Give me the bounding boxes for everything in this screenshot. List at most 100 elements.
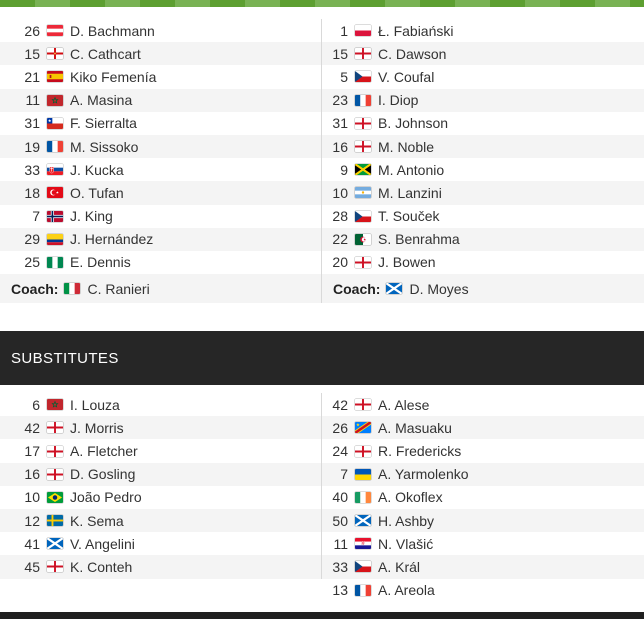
player-row[interactable]: 23 I. Diop bbox=[322, 88, 644, 112]
player-row[interactable]: 42 A. Alese bbox=[322, 393, 644, 416]
player-row[interactable]: 10 M. Lanzini bbox=[322, 181, 644, 205]
player-number: 11 bbox=[333, 535, 348, 552]
player-name: F. Sierralta bbox=[70, 115, 137, 132]
player-name: R. Fredericks bbox=[378, 443, 462, 460]
player-row[interactable]: 40 A. Okoflex bbox=[322, 486, 644, 509]
player-row[interactable]: 19 M. Sissoko bbox=[0, 134, 321, 159]
player-name: J. Bowen bbox=[378, 254, 436, 271]
substitutes-header: SUBSTITUTES bbox=[0, 331, 644, 386]
player-name: A. Okoflex bbox=[378, 489, 443, 506]
morocco-flag-icon bbox=[47, 94, 63, 106]
player-row[interactable]: 5 V. Coufal bbox=[322, 65, 644, 88]
player-row[interactable]: 26 A. Masuaku bbox=[322, 416, 644, 440]
player-row[interactable]: 33 J. Kucka bbox=[0, 158, 321, 181]
player-row[interactable]: 6 I. Louza bbox=[0, 393, 321, 416]
argentina-flag-icon bbox=[355, 187, 371, 199]
player-row[interactable]: 17 A. Fletcher bbox=[0, 439, 321, 462]
colombia-flag-icon bbox=[47, 233, 63, 245]
player-number: 16 bbox=[24, 466, 40, 483]
player-name: A. Král bbox=[378, 558, 421, 575]
substitutes-title: SUBSTITUTES bbox=[11, 349, 119, 367]
player-row[interactable]: 11 N. Vlašić bbox=[322, 532, 644, 555]
player-name: C. Dawson bbox=[378, 45, 447, 62]
player-name: T. Souček bbox=[378, 208, 440, 225]
player-name: A. Fletcher bbox=[70, 443, 138, 460]
player-number: 21 bbox=[24, 68, 40, 85]
player-row[interactable]: 12 K. Sema bbox=[0, 509, 321, 533]
player-number: 31 bbox=[332, 115, 348, 132]
player-number: 20 bbox=[332, 254, 348, 271]
player-name: C. Cathcart bbox=[70, 45, 141, 62]
player-number: 42 bbox=[332, 396, 348, 413]
dr-congo-flag-icon bbox=[355, 422, 371, 434]
player-row[interactable]: 9 M. Antonio bbox=[322, 158, 644, 181]
player-number: 9 bbox=[340, 161, 348, 178]
player-row[interactable]: 16 D. Gosling bbox=[0, 462, 321, 486]
player-number: 6 bbox=[32, 396, 40, 413]
player-row[interactable]: 10 João Pedro bbox=[0, 486, 321, 509]
player-row[interactable]: 15 C. Cathcart bbox=[0, 42, 321, 66]
player-row[interactable]: 31 F. Sierralta bbox=[0, 112, 321, 135]
home-coach-row[interactable]: Coach: C. Ranieri bbox=[0, 274, 321, 304]
player-row[interactable]: 18 O. Tufan bbox=[0, 181, 321, 205]
france-flag-icon bbox=[355, 94, 371, 106]
player-row[interactable]: 50 H. Ashby bbox=[322, 509, 644, 533]
coach-name: D. Moyes bbox=[409, 280, 469, 297]
player-name: S. Benrahma bbox=[378, 231, 460, 248]
away-lineup-column: 1 Ł. Fabiański 15 C. Dawson 5 V. Coufal 23 I. D… bbox=[322, 19, 644, 304]
player-row[interactable]: 16 M. Noble bbox=[322, 134, 644, 159]
player-row[interactable]: 7 A. Yarmolenko bbox=[322, 462, 644, 486]
player-name: J. Morris bbox=[70, 419, 124, 436]
player-row[interactable]: 45 K. Conteh bbox=[0, 555, 321, 579]
player-number: 33 bbox=[24, 161, 40, 178]
brazil-flag-icon bbox=[47, 491, 63, 503]
player-name: V. Angelini bbox=[70, 535, 135, 552]
player-row[interactable]: 28 T. Souček bbox=[322, 205, 644, 228]
france-flag-icon bbox=[355, 584, 371, 596]
player-name: A. Masuaku bbox=[378, 419, 452, 436]
home-players-list: 26 D. Bachmann 15 C. Cathcart 21 Kiko Femenía… bbox=[0, 19, 321, 274]
player-row[interactable]: 11 A. Masina bbox=[0, 88, 321, 112]
player-row[interactable]: 21 Kiko Femenía bbox=[0, 65, 321, 88]
player-number: 23 bbox=[332, 92, 348, 109]
player-row[interactable]: 24 R. Fredericks bbox=[322, 439, 644, 462]
player-row[interactable]: 42 J. Morris bbox=[0, 416, 321, 440]
slovakia-flag-icon bbox=[47, 164, 63, 176]
morocco-flag-icon bbox=[47, 399, 63, 411]
player-row[interactable]: 41 V. Angelini bbox=[0, 532, 321, 555]
player-name: A. Masina bbox=[70, 92, 133, 109]
player-row[interactable]: 22 S. Benrahma bbox=[322, 227, 644, 251]
player-number: 5 bbox=[340, 68, 348, 85]
player-row[interactable]: 7 J. King bbox=[0, 205, 321, 228]
player-row[interactable]: 25 E. Dennis bbox=[0, 251, 321, 274]
player-number: 42 bbox=[24, 419, 40, 436]
player-name: I. Diop bbox=[378, 92, 419, 109]
player-row[interactable]: 15 C. Dawson bbox=[322, 42, 644, 66]
czechia-flag-icon bbox=[355, 71, 371, 83]
player-name: João Pedro bbox=[70, 489, 142, 506]
turkey-flag-icon bbox=[47, 187, 63, 199]
player-row[interactable]: 33 A. Král bbox=[322, 555, 644, 579]
player-number: 7 bbox=[340, 466, 348, 483]
northern-ireland-flag-icon bbox=[47, 48, 63, 60]
player-row[interactable]: 26 D. Bachmann bbox=[0, 19, 321, 42]
home-substitutes-column: 6 I. Louza 42 J. Morris 17 A. Fletcher 16 D. Go… bbox=[0, 393, 322, 579]
away-substitutes-column: 42 A. Alese 26 A. Masuaku 24 R. Fredericks 7 A.… bbox=[322, 393, 644, 602]
player-name: V. Coufal bbox=[378, 68, 435, 85]
algeria-flag-icon bbox=[355, 233, 371, 245]
player-name: D. Gosling bbox=[70, 466, 136, 483]
player-row[interactable]: 13 A. Areola bbox=[322, 579, 644, 602]
player-row[interactable]: 1 Ł. Fabiański bbox=[322, 19, 644, 42]
player-number: 50 bbox=[332, 512, 348, 529]
player-row[interactable]: 20 J. Bowen bbox=[322, 251, 644, 274]
player-name: M. Lanzini bbox=[378, 184, 442, 201]
player-row[interactable]: 29 J. Hernández bbox=[0, 227, 321, 251]
england-flag-icon bbox=[355, 256, 371, 268]
top-accent-bar bbox=[0, 0, 644, 7]
england-flag-icon bbox=[47, 445, 63, 457]
player-number: 29 bbox=[24, 231, 40, 248]
player-name: J. King bbox=[70, 208, 113, 225]
player-row[interactable]: 31 B. Johnson bbox=[322, 112, 644, 135]
poland-flag-icon bbox=[355, 25, 371, 37]
away-coach-row[interactable]: Coach: D. Moyes bbox=[322, 274, 644, 304]
